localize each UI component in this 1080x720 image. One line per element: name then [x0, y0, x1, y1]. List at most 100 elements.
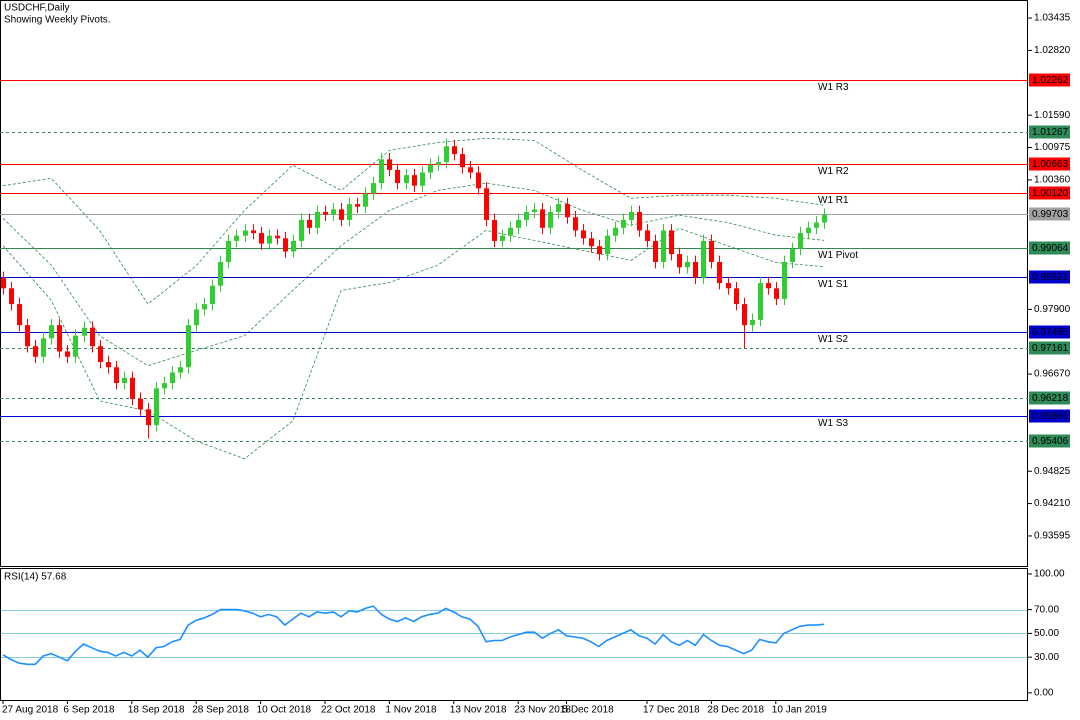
candle-body — [500, 235, 505, 241]
candle-body — [556, 204, 561, 212]
candle-body — [33, 346, 38, 357]
candle-body — [82, 327, 87, 336]
x-tick-label: 5 Dec 2018 — [563, 705, 615, 716]
candle-body — [387, 159, 392, 170]
candle-body — [404, 175, 409, 184]
rsi-y-tick-label: 30.00 — [1034, 652, 1059, 663]
candle-body — [734, 288, 739, 305]
x-tick-label: 1 Nov 2018 — [385, 705, 437, 716]
level-name: W1 R1 — [818, 195, 849, 206]
y-tick-label: 0.93595 — [1034, 531, 1071, 542]
rsi-panel — [0, 568, 1028, 701]
rsi-title: RSI(14) 57.68 — [4, 572, 67, 583]
level-name: W1 S1 — [818, 279, 848, 290]
x-tick-label: 10 Oct 2018 — [257, 705, 312, 716]
candle-body — [57, 325, 62, 352]
candle-body — [146, 409, 151, 426]
candle-body — [758, 283, 763, 320]
x-tick-label: 23 Nov 2018 — [514, 705, 571, 716]
price-label: 1.02262 — [1032, 75, 1069, 86]
y-tick-label: 1.01590 — [1034, 110, 1071, 121]
candle-body — [98, 346, 103, 362]
candle-body — [331, 209, 336, 215]
candle-body — [428, 164, 433, 173]
x-tick-label: 17 Dec 2018 — [643, 705, 700, 716]
candle-body — [476, 172, 481, 189]
price-box — [1029, 270, 1070, 284]
price-label: 0.99064 — [1032, 243, 1069, 254]
level-name: W1 R2 — [818, 166, 849, 177]
candle-body — [154, 388, 159, 426]
price-label: 0.97161 — [1032, 343, 1069, 354]
price-box — [1029, 186, 1070, 200]
candle-body — [226, 240, 231, 262]
candle-body — [291, 240, 296, 252]
price-panel — [0, 0, 1028, 567]
candle-body — [806, 227, 811, 234]
candle-body — [283, 238, 288, 252]
candle-body — [782, 262, 787, 299]
rsi-y-tick-label: 50.00 — [1034, 628, 1059, 639]
candle-body — [130, 377, 135, 399]
candle-body — [508, 227, 513, 236]
price-label: 0.95866 — [1032, 411, 1069, 422]
price-box — [1029, 207, 1070, 221]
candle-body — [17, 304, 22, 326]
candle-body — [395, 169, 400, 184]
candle-body — [412, 175, 417, 186]
candle-body — [589, 238, 594, 247]
candle-body — [73, 335, 78, 357]
candle-body — [484, 188, 489, 220]
candle-body — [363, 193, 368, 207]
candle-body — [202, 304, 207, 310]
candle-body — [822, 214, 827, 223]
price-box — [1029, 391, 1070, 405]
x-tick-label: 28 Sep 2018 — [192, 705, 249, 716]
candle-body — [645, 230, 650, 241]
x-tick-label: 18 Sep 2018 — [128, 705, 185, 716]
candle-body — [597, 246, 602, 255]
candle-body — [629, 212, 634, 220]
candle-body — [540, 209, 545, 228]
candle-body — [750, 319, 755, 326]
candle-body — [621, 219, 626, 228]
candle-body — [677, 254, 682, 268]
x-tick-label: 13 Nov 2018 — [450, 705, 507, 716]
candle-body — [106, 362, 111, 368]
price-box — [1029, 341, 1070, 355]
price-label: 0.96218 — [1032, 393, 1069, 404]
price-label: 0.95406 — [1032, 436, 1069, 447]
price-box — [1029, 73, 1070, 87]
candle-body — [613, 227, 618, 236]
candle-body — [323, 212, 328, 215]
candle-body — [1, 277, 6, 289]
y-tick-label: 0.97900 — [1034, 304, 1071, 315]
x-tick-label: 22 Oct 2018 — [321, 705, 376, 716]
price-box — [1029, 325, 1070, 339]
price-label: 1.00120 — [1032, 188, 1069, 199]
price-label: 0.98521 — [1032, 272, 1069, 283]
candle-body — [259, 233, 264, 244]
candle-body — [162, 383, 167, 389]
x-tick-label: 6 Sep 2018 — [63, 705, 115, 716]
candle-body — [653, 240, 658, 262]
candle-body — [548, 212, 553, 228]
rsi-line — [2, 605, 825, 666]
y-tick-label: 1.02820 — [1034, 45, 1071, 56]
candle-body — [170, 372, 175, 384]
candle-body — [251, 230, 256, 234]
candle-body — [138, 398, 143, 410]
candle-body — [766, 283, 771, 289]
y-tick-label: 1.00975 — [1034, 142, 1071, 153]
x-tick-label: 10 Jan 2019 — [772, 705, 827, 716]
candle-body — [307, 219, 312, 228]
y-tick-label: 0.94210 — [1034, 498, 1071, 509]
candle-body — [742, 304, 747, 326]
price-label: 0.97465 — [1032, 327, 1069, 338]
candle-body — [355, 204, 360, 207]
level-name: W1 R3 — [818, 82, 849, 93]
candle-body — [605, 235, 610, 255]
level-name: W1 S2 — [818, 334, 848, 345]
candle-body — [685, 262, 690, 268]
